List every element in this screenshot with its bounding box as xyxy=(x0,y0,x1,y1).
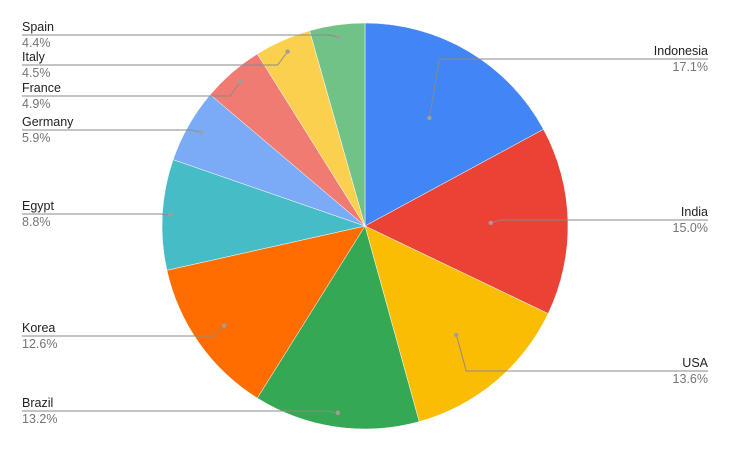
pie-slice-korea[interactable] xyxy=(166,225,366,399)
slice-label-india: India xyxy=(681,205,708,219)
pie-slice-indonesia[interactable] xyxy=(364,22,544,227)
slice-percent-italy: 4.5% xyxy=(22,66,51,80)
leader-line-indonesia xyxy=(428,58,708,118)
slice-label-italy: Italy xyxy=(22,50,46,64)
pie-slices xyxy=(161,22,569,430)
slice-percent-germany: 5.9% xyxy=(22,131,51,145)
slice-percent-india: 15.0% xyxy=(673,221,708,235)
pie-slice-spain[interactable] xyxy=(309,22,366,227)
slice-label-spain: Spain xyxy=(22,20,54,34)
slice-label-indonesia: Indonesia xyxy=(654,44,708,58)
leader-line-brazil xyxy=(22,410,338,414)
slice-percent-usa: 13.6% xyxy=(673,372,708,386)
slice-percent-spain: 4.4% xyxy=(22,36,51,50)
slice-percent-brazil: 13.2% xyxy=(22,412,57,426)
leader-dot-india xyxy=(488,220,493,225)
leader-line-india xyxy=(490,219,708,224)
leader-dot-germany xyxy=(198,130,204,135)
leader-line-italy xyxy=(22,51,288,66)
slice-label-usa: USA xyxy=(682,356,708,370)
pie-slice-usa[interactable] xyxy=(364,225,549,422)
slice-percent-korea: 12.6% xyxy=(22,337,57,351)
leader-dot-egypt xyxy=(168,212,173,218)
leader-dot-indonesia xyxy=(427,115,432,121)
leader-lines xyxy=(22,34,708,415)
slice-label-brazil: Brazil xyxy=(22,396,53,410)
slice-percent-france: 4.9% xyxy=(22,97,51,111)
leader-line-egypt xyxy=(22,213,171,216)
leader-dot-italy xyxy=(285,49,290,54)
leader-line-usa xyxy=(455,334,708,372)
leader-line-france xyxy=(22,81,241,97)
slice-label-egypt: Egypt xyxy=(22,199,54,213)
slice-label-korea: Korea xyxy=(22,321,55,335)
slice-label-germany: Germany xyxy=(22,115,74,129)
pie-slice-india[interactable] xyxy=(364,128,569,314)
leader-dot-brazil xyxy=(335,410,340,415)
slice-label-france: France xyxy=(22,81,61,95)
leader-line-spain xyxy=(22,34,339,38)
pie-slice-brazil[interactable] xyxy=(256,225,420,430)
leader-dot-korea xyxy=(221,323,227,328)
slice-percent-indonesia: 17.1% xyxy=(673,60,708,74)
leader-line-korea xyxy=(22,325,225,337)
leader-dot-usa xyxy=(454,332,459,338)
leader-dot-spain xyxy=(336,34,341,40)
slice-percent-egypt: 8.8% xyxy=(22,215,51,229)
leader-line-germany xyxy=(22,129,202,133)
slice-labels: Indonesia 17.1% India 15.0% USA 13.6% Brazil 13… xyxy=(22,20,709,426)
leader-dot-france xyxy=(238,79,243,84)
